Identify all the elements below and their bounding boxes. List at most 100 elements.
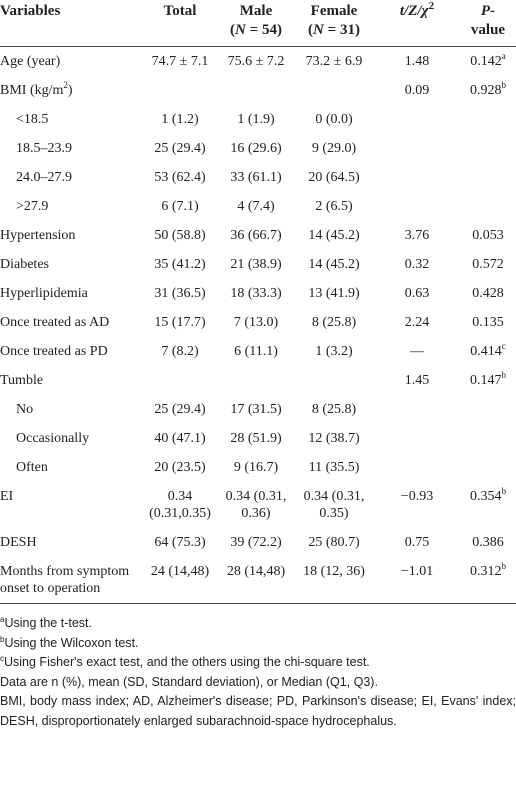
table-cell: 7 (8.2)	[142, 337, 218, 366]
table-cell	[218, 366, 294, 395]
table-row: Age (year) 74.7 ± 7.1 75.6 ± 7.2 73.2 ± 6.9…	[0, 47, 516, 77]
table-cell: 8 (25.8)	[294, 308, 374, 337]
table-cell: No	[0, 395, 142, 424]
cell-text: t/Z/χ	[399, 3, 429, 19]
cell-text: Age (year)	[0, 54, 61, 69]
table-cell	[460, 453, 516, 482]
table-cell: 1 (1.9)	[218, 105, 294, 134]
cell-text: Once treated as AD	[0, 315, 110, 330]
cell-text: Male	[239, 3, 273, 19]
table-cell: 6 (7.1)	[142, 192, 218, 221]
subheader-text: (	[308, 22, 314, 38]
cell-text: 18.5–23.9	[16, 141, 72, 156]
table-cell	[460, 134, 516, 163]
cell-text: 4 (7.4)	[237, 199, 275, 214]
table-cell: >27.9	[0, 192, 142, 221]
table-cell: 25 (29.4)	[142, 134, 218, 163]
table-cell: <18.5	[0, 105, 142, 134]
cell-text: 50 (58.8)	[154, 228, 206, 243]
table-cell: 0.135	[460, 308, 516, 337]
cell-text: Months from symptom onset to operation	[0, 564, 130, 596]
superscript: b	[501, 80, 507, 90]
cell-text: 14 (45.2)	[308, 257, 360, 272]
table-cell: 0.63	[374, 279, 460, 308]
cell-text: Tumble	[0, 373, 44, 388]
table-cell: 0.386	[460, 528, 516, 557]
cell-text: Once treated as PD	[0, 344, 108, 359]
cell-text: 1 (1.9)	[237, 112, 275, 127]
cell-text: 21 (38.9)	[230, 257, 282, 272]
subheader-text: N	[235, 22, 246, 38]
cell-text: 2.24	[404, 315, 430, 330]
table-cell: 24.0–27.9	[0, 163, 142, 192]
table-cell: 9 (16.7)	[218, 453, 294, 482]
table-cell: Often	[0, 453, 142, 482]
header-cell: P-value	[460, 0, 516, 47]
table-body: Age (year) 74.7 ± 7.1 75.6 ± 7.2 73.2 ± 6.9…	[0, 47, 516, 604]
cell-text: −1.01	[400, 564, 434, 579]
cell-text: >27.9	[16, 199, 49, 214]
table-row: Occasionally 40 (47.1) 28 (51.9) 12 (38.7)	[0, 424, 516, 453]
cell-text: 15 (17.7)	[154, 315, 206, 330]
footnote: BMI, body mass index; AD, Alzheimer's di…	[0, 692, 516, 731]
cell-text: 40 (47.1)	[154, 431, 206, 446]
table-cell: 0.053	[460, 221, 516, 250]
table-cell: 20 (23.5)	[142, 453, 218, 482]
table-row: Diabetes 35 (41.2) 21 (38.9) 14 (45.2) 0.32 0…	[0, 250, 516, 279]
cell-text: 1 (1.2)	[161, 112, 199, 127]
cell-text: 0.75	[404, 535, 430, 550]
table-cell: −1.01	[374, 557, 460, 604]
table-row: Tumble 1.45 0.147b	[0, 366, 516, 395]
table-cell: 6 (11.1)	[218, 337, 294, 366]
footnote: aUsing the t-test.	[0, 614, 516, 634]
table-cell: 0.34 (0.31, 0.35)	[294, 482, 374, 528]
cell-text: 25 (80.7)	[308, 535, 360, 550]
cell-text: 0.63	[404, 286, 430, 301]
cell-text: 28 (51.9)	[230, 431, 282, 446]
footnote-text: Using the Wilcoxon test.	[4, 635, 139, 650]
table-cell: 0.32	[374, 250, 460, 279]
table-cell	[374, 192, 460, 221]
table-cell: 74.7 ± 7.1	[142, 47, 218, 77]
cell-text: 0.34 (0.31, 0.35)	[303, 489, 365, 521]
cell-text: 9 (29.0)	[311, 141, 357, 156]
subheader-text: N	[313, 22, 324, 38]
table-header: Variables Total Male (N = 54) Female (N = 31)…	[0, 0, 516, 47]
table-cell: 0 (0.0)	[294, 105, 374, 134]
cell-text: 0.147	[470, 373, 502, 388]
table-cell	[374, 134, 460, 163]
table-cell: Hyperlipidemia	[0, 279, 142, 308]
table-cell: DESH	[0, 528, 142, 557]
table-row: No 25 (29.4) 17 (31.5) 8 (25.8)	[0, 395, 516, 424]
cell-text: 6 (7.1)	[161, 199, 199, 214]
cell-text: P-	[480, 3, 496, 19]
cell-text: 1.45	[404, 373, 430, 388]
table-cell: 14 (45.2)	[294, 250, 374, 279]
superscript: b	[501, 370, 507, 380]
cell-text: 6 (11.1)	[234, 344, 278, 359]
table-cell: 21 (38.9)	[218, 250, 294, 279]
table-cell: 18.5–23.9	[0, 134, 142, 163]
footnote-text: Using the t-test.	[4, 616, 92, 630]
table-row: BMI (kg/m2) 0.09 0.928b	[0, 76, 516, 105]
subheader-text: = 31)	[323, 22, 360, 38]
table-cell	[374, 395, 460, 424]
table-cell: 0.928b	[460, 76, 516, 105]
table-cell: Diabetes	[0, 250, 142, 279]
footnote: bUsing the Wilcoxon test.	[0, 634, 516, 654]
cell-text: 0.428	[472, 286, 504, 301]
superscript: 2	[63, 80, 68, 90]
cell-text: Total	[163, 3, 197, 19]
cell-text: 0.928	[470, 83, 502, 98]
table-cell: 7 (13.0)	[218, 308, 294, 337]
cell-text: 13 (41.9)	[308, 286, 360, 301]
cell-text: 7 (8.2)	[161, 344, 199, 359]
cell-text: 0.34 (0.31, 0.36)	[225, 489, 287, 521]
table-cell	[218, 76, 294, 105]
superscript: 2	[428, 0, 435, 12]
header-cell: Total	[142, 0, 218, 47]
table-cell: 17 (31.5)	[218, 395, 294, 424]
table-cell: 0.354b	[460, 482, 516, 528]
cell-text: 31 (36.5)	[154, 286, 206, 301]
